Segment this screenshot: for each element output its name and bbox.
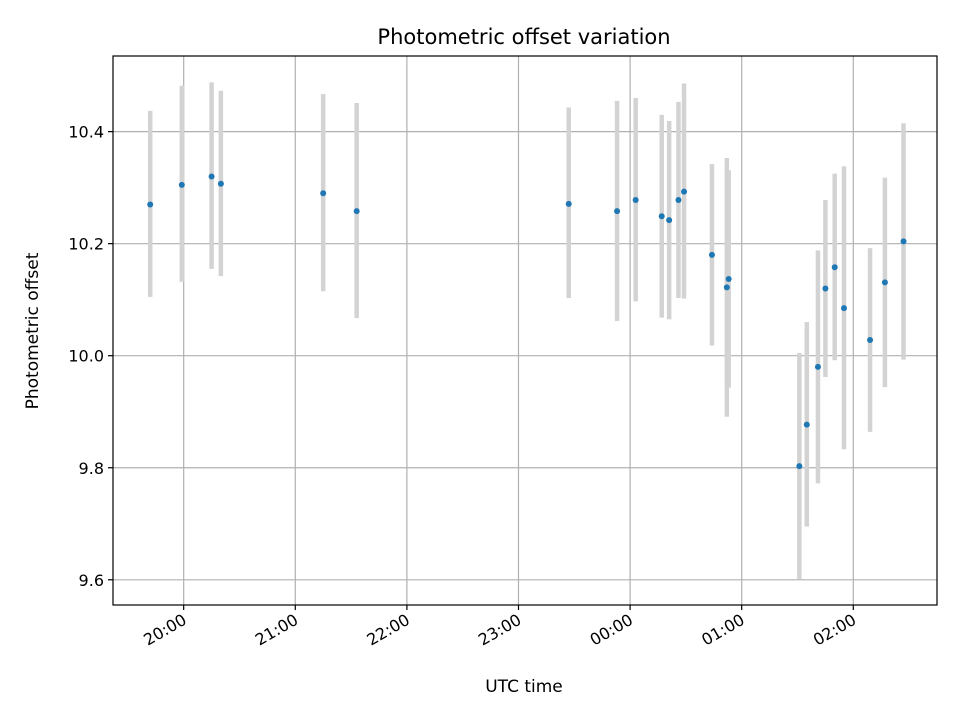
y-tick-label: 10.0 — [68, 347, 104, 366]
data-point — [831, 264, 838, 271]
data-point — [881, 279, 888, 286]
data-point — [708, 251, 715, 258]
y-tick-label: 10.2 — [68, 235, 104, 254]
x-tick-label: 20:00 — [140, 610, 189, 650]
x-tick-label: 23:00 — [475, 610, 524, 650]
x-axis-ticks: 20:00 21:00 22:00 23:00 00:00 01:00 02:00 — [140, 605, 859, 650]
grid — [113, 56, 937, 605]
data-point — [803, 421, 810, 428]
data-point — [565, 200, 572, 207]
data-point — [178, 181, 185, 188]
x-tick-label: 21:00 — [252, 610, 301, 650]
x-tick-label: 00:00 — [587, 610, 636, 650]
x-axis-title: UTC time — [485, 677, 563, 697]
y-axis-title: Photometric offset — [23, 252, 43, 409]
plot-area-frame — [112, 55, 938, 606]
x-tick-label: 01:00 — [698, 610, 747, 650]
data-point — [614, 208, 621, 215]
y-tick-label: 9.6 — [79, 571, 104, 590]
data-point — [658, 213, 665, 220]
data-point — [725, 275, 732, 282]
data-point — [867, 337, 874, 344]
data-point — [822, 285, 829, 292]
error-bars — [147, 82, 906, 580]
data-point — [666, 217, 673, 224]
y-axis-ticks: 9.6 9.8 10.0 10.2 10.4 — [68, 123, 113, 590]
y-tick-label: 10.4 — [68, 123, 104, 142]
data-point — [814, 363, 821, 370]
data-points — [147, 173, 907, 470]
data-point — [675, 196, 682, 203]
x-tick-label: 22:00 — [363, 610, 412, 650]
y-tick-label: 9.8 — [79, 459, 104, 478]
data-point — [900, 238, 907, 245]
x-tick-label: 02:00 — [810, 610, 859, 650]
data-point — [217, 180, 224, 187]
chart-title: Photometric offset variation — [377, 25, 670, 49]
data-point — [208, 173, 215, 180]
data-point — [320, 190, 327, 197]
data-point — [353, 208, 360, 215]
data-point — [632, 196, 639, 203]
data-point — [147, 201, 154, 208]
data-point — [681, 188, 688, 195]
data-point — [796, 463, 803, 470]
data-point — [723, 284, 730, 291]
data-point — [840, 305, 847, 312]
